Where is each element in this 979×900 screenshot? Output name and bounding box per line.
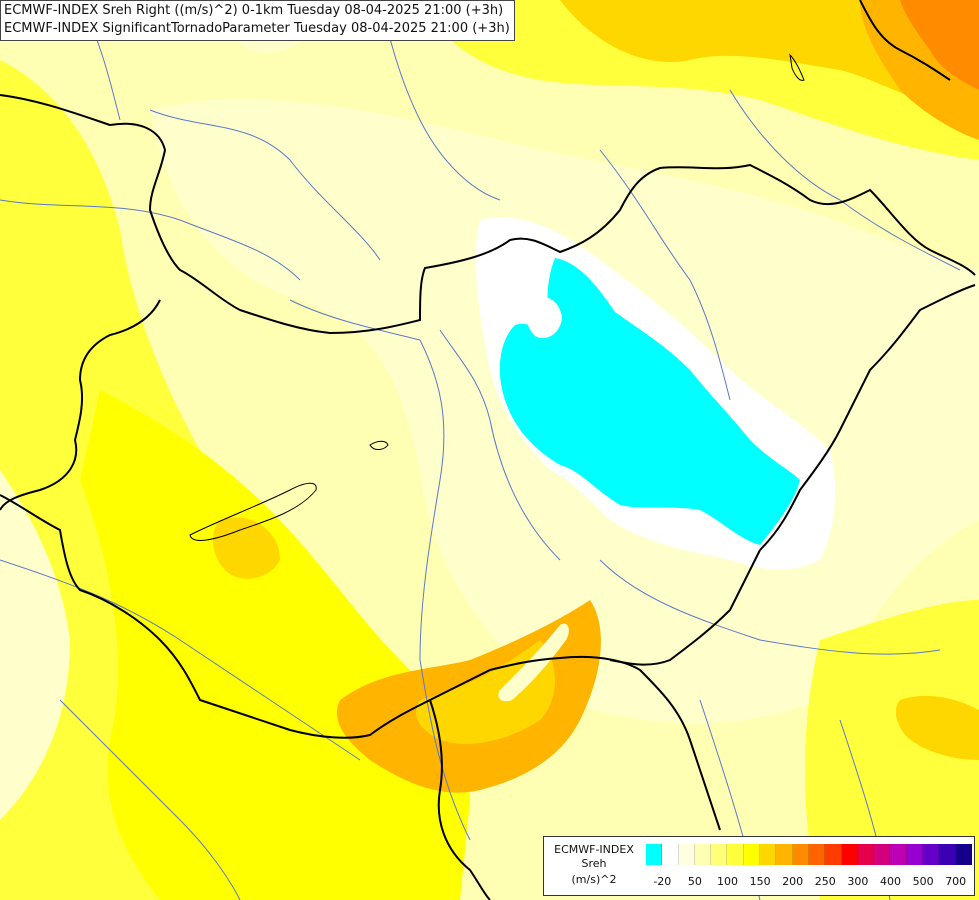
legend-tick-label: 50 [687,875,702,888]
legend-swatch [694,844,712,865]
legend-swatch [906,844,924,865]
region-deep-orange-ne [900,0,979,90]
legend-swatch [808,844,826,865]
region-white-streak [498,623,569,702]
map-title-line-1: ECMWF-INDEX Sreh Right ((m/s)^2) 0-1km T… [4,3,504,18]
legend-tick-label: 250 [814,875,836,888]
legend-swatch [939,844,956,865]
region-white-hole [525,296,562,339]
map-title-line-2: ECMWF-INDEX SignificantTornadoParameter … [4,21,510,36]
map-title-box: ECMWF-INDEX Sreh Right ((m/s)^2) 0-1km T… [0,0,515,41]
legend-tick-label: 700 [945,875,967,888]
legend-swatch [825,844,842,865]
legend-title-line-1: ECMWF-INDEX [554,843,634,856]
legend-color-bar [646,844,972,865]
legend-swatch [760,844,777,865]
legend-tick-label: 400 [880,875,901,888]
legend-swatch [923,844,940,865]
region-yellow-center [80,390,470,900]
legend-swatch [890,844,907,865]
lake-balaton [189,482,317,541]
legend-tick-label: 100 [717,875,738,888]
legend-swatch [727,844,744,865]
legend-tick-labels: -20 50 100 150 200 250 300 400 500 700 [646,875,972,891]
legend-swatch [776,844,793,865]
legend-tick-label: -20 [653,875,672,888]
lake-small-1 [369,440,389,450]
legend-swatch [646,844,663,865]
legend-swatch [711,844,728,865]
legend-tick-label: 200 [782,875,804,888]
legend-swatch [662,844,679,865]
legend-swatch [841,844,858,865]
legend-title-line-2: Sreh [581,857,607,870]
legend-swatch [792,844,809,865]
legend-swatch [874,844,891,865]
legend-swatch [743,844,761,865]
lake-small-2 [789,53,805,81]
color-legend: ECMWF-INDEX Sreh (m/s)^2 -20 50 100 150 200 2… [543,836,975,896]
region-cyan [499,258,800,545]
legend-swatch [678,844,695,865]
legend-swatch [955,844,972,865]
legend-swatch [857,844,875,865]
region-yellow-se [805,600,979,900]
region-orange-e [895,695,979,760]
region-gold-sw [213,517,280,579]
legend-title-line-3: (m/s)^2 [571,873,617,886]
legend-tick-label: 150 [749,875,771,888]
region-gold-south [416,640,555,744]
legend-tick-label: 300 [847,875,869,888]
legend-tick-label: 500 [912,875,934,888]
